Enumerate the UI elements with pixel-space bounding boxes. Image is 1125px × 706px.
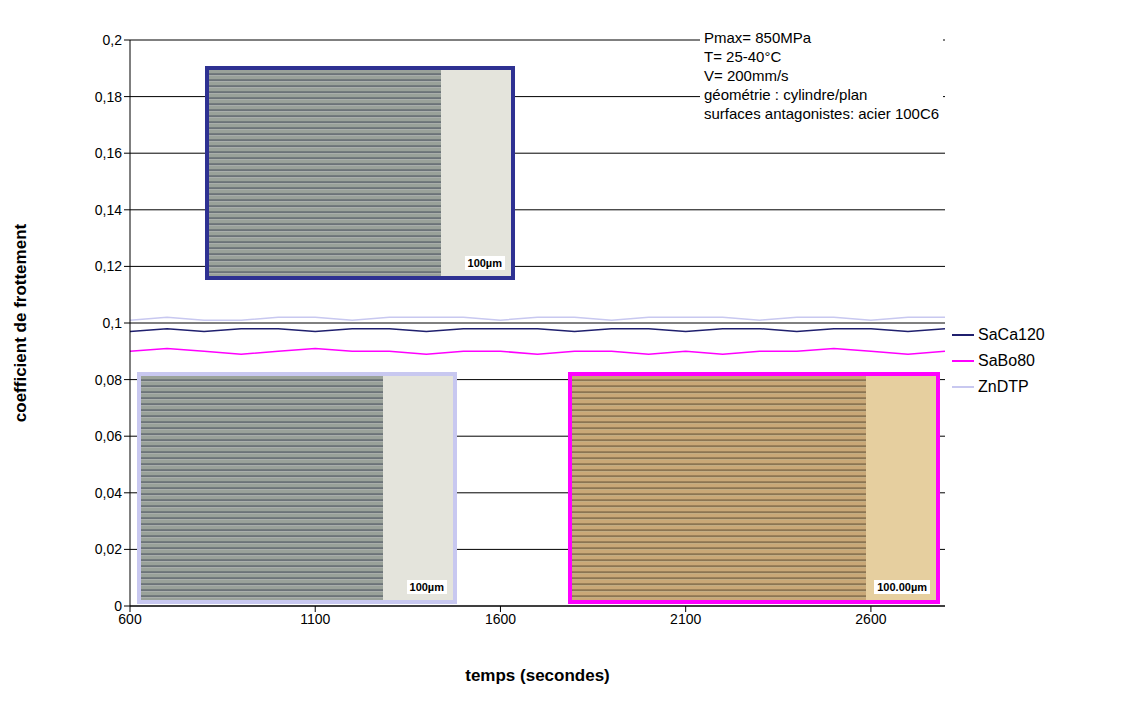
- svg-text:temps (secondes): temps (secondes): [465, 666, 610, 685]
- html-text:T= 25-40°C: T= 25-40°C: [704, 48, 782, 65]
- html-text:géométrie : cylindre/plan: géométrie : cylindre/plan: [704, 86, 868, 103]
- html-text:SaCa120: SaCa120: [978, 326, 1045, 343]
- svg-text:0,12: 0,12: [95, 258, 122, 274]
- svg-text:600: 600: [118, 610, 142, 627]
- svg-text:0: 0: [114, 598, 122, 614]
- html-text:ZnDTP: ZnDTP: [978, 378, 1029, 395]
- svg-text:0,18: 0,18: [95, 89, 122, 105]
- svg-text:coefficient de frottement: coefficient de frottement: [11, 223, 30, 422]
- svg-text:1600: 1600: [485, 611, 516, 627]
- svg-text:0,1: 0,1: [103, 315, 123, 331]
- svg-text:0,2: 0,2: [103, 32, 123, 48]
- html-text:Pmax= 850MPa: Pmax= 850MPa: [704, 29, 812, 46]
- svg-text:2100: 2100: [670, 611, 701, 627]
- html-text:V= 200mm/s: V= 200mm/s: [704, 67, 789, 84]
- svg-text:0,08: 0,08: [95, 372, 122, 388]
- svg-text:0,02: 0,02: [95, 541, 122, 557]
- svg-text:0,16: 0,16: [95, 145, 122, 161]
- html-text:100µm: 100µm: [467, 257, 502, 269]
- html-text:100.00µm: 100.00µm: [877, 581, 927, 593]
- svg-text:0,06: 0,06: [95, 428, 122, 444]
- html-text:100µm: 100µm: [409, 581, 444, 593]
- svg-text:2600: 2600: [855, 611, 886, 627]
- svg-text:1100: 1100: [300, 611, 330, 627]
- svg-text:0,04: 0,04: [95, 485, 122, 501]
- html-text:SaBo80: SaBo80: [978, 352, 1035, 369]
- svg-text:0,14: 0,14: [95, 202, 122, 218]
- html-text:surfaces antagonistes: acier 1: surfaces antagonistes: acier 100C6: [704, 105, 940, 122]
